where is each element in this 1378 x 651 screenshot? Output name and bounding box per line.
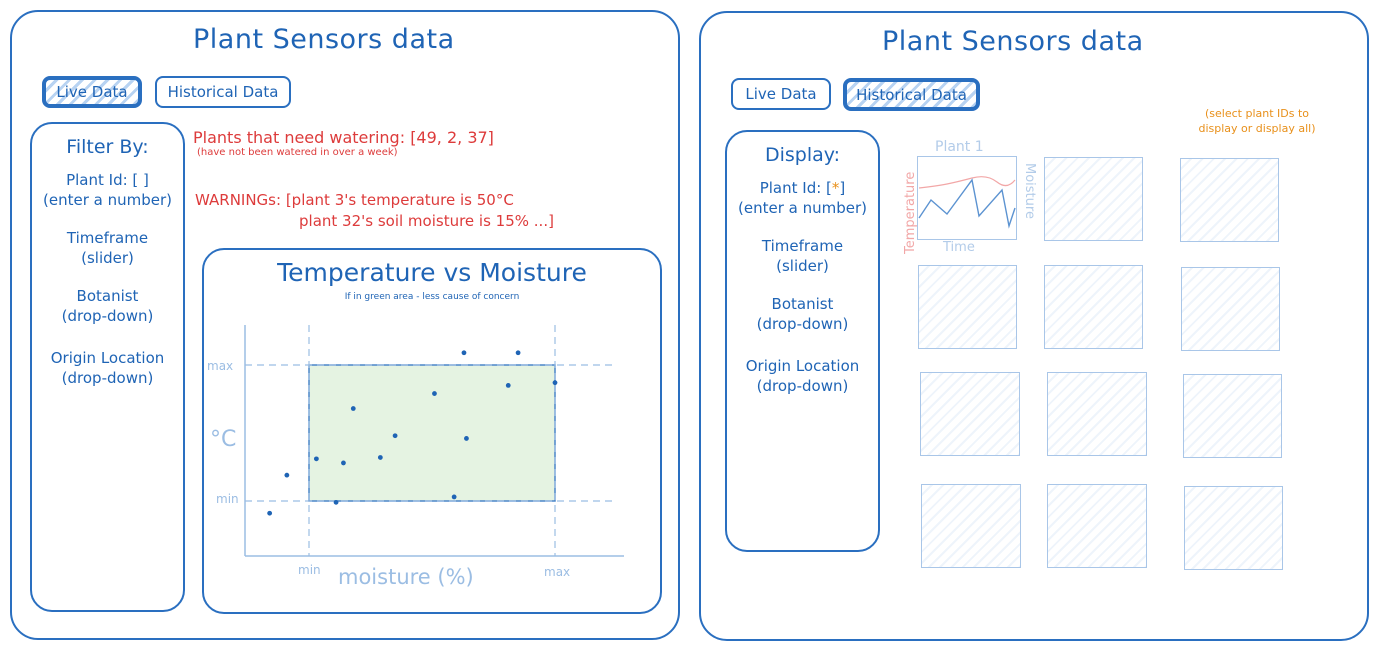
- tab-historical-data[interactable]: Historical Data: [155, 76, 291, 108]
- data-point[interactable]: [341, 460, 346, 466]
- plant-chart-thumbnail[interactable]: [1047, 484, 1147, 568]
- live-data-screen: [10, 10, 680, 640]
- plant-id-label: Plant Id: [ ]: [66, 171, 149, 189]
- selection-note: (select plant IDs to display or display …: [1182, 106, 1332, 136]
- warnings-line-2: plant 32's soil moisture is 15% ...]: [299, 212, 554, 230]
- timeframe-label-historical: Timeframe: [761, 237, 844, 255]
- timeframe-slider[interactable]: Timeframe (slider): [32, 228, 183, 268]
- timeframe-hint-historical: (slider): [776, 257, 829, 275]
- historical-data-screen: [699, 11, 1369, 641]
- y-tick-max: max: [207, 359, 233, 373]
- mini-chart-xlabel: Time: [943, 240, 975, 255]
- data-point[interactable]: [552, 380, 558, 386]
- mini-chart-title: Plant 1: [935, 139, 984, 155]
- temperature-line: [918, 176, 1016, 189]
- origin-location-dropdown[interactable]: Origin Location (drop-down): [32, 348, 183, 388]
- data-point[interactable]: [392, 433, 398, 439]
- timeframe-hint: (slider): [81, 249, 134, 267]
- y-axis-label: °C: [210, 427, 236, 452]
- data-point[interactable]: [461, 350, 467, 356]
- botanist-dropdown[interactable]: Botanist (drop-down): [32, 286, 183, 326]
- tab-live-data[interactable]: Live Data: [42, 76, 142, 108]
- plant-chart-thumbnail[interactable]: [918, 265, 1017, 349]
- page-title: Plant Sensors data: [193, 24, 455, 55]
- plant-chart-thumbnail[interactable]: [921, 484, 1021, 568]
- chart-subtitle: If in green area - less cause of concern: [344, 292, 520, 302]
- scatter-chart: max min min max °C moisture (%): [207, 325, 624, 589]
- data-point[interactable]: [451, 494, 457, 500]
- warnings-line-1: WARNINGs: [plant 3's temperature is 50°C: [195, 191, 514, 209]
- botanist-hint: (drop-down): [61, 307, 154, 325]
- data-point[interactable]: [464, 436, 469, 441]
- asterisk-icon: *: [831, 179, 840, 197]
- display-sidebar: Display: Plant Id: [*] (enter a number) …: [725, 130, 880, 552]
- plant-id-display-label: Plant Id: [*]: [759, 179, 846, 197]
- data-point[interactable]: [284, 472, 290, 478]
- x-axis-label: moisture (%): [338, 565, 474, 589]
- plant-chart-thumbnail[interactable]: [920, 372, 1020, 456]
- x-tick-min: min: [298, 563, 321, 577]
- tab-live-data-historical[interactable]: Live Data: [731, 78, 831, 110]
- filter-heading: Filter By:: [66, 136, 149, 158]
- origin-location-hint: (drop-down): [61, 369, 154, 387]
- page-title-historical: Plant Sensors data: [882, 26, 1144, 57]
- botanist-label: Botanist: [76, 287, 139, 305]
- y-tick-min: min: [216, 492, 239, 506]
- selection-note-line-2: display or display all): [1198, 122, 1316, 135]
- data-point[interactable]: [313, 456, 319, 462]
- display-heading: Display:: [764, 144, 841, 166]
- timeframe-slider-historical[interactable]: Timeframe (slider): [727, 236, 878, 276]
- data-point[interactable]: [515, 350, 521, 356]
- mini-chart-ylabel-right: Moisture: [1022, 163, 1037, 219]
- plant-id-hint: (enter a number): [43, 191, 172, 209]
- origin-location-hint-historical: (drop-down): [756, 377, 849, 395]
- data-point[interactable]: [267, 510, 273, 516]
- origin-location-label-historical: Origin Location: [745, 357, 860, 375]
- watering-alert: Plants that need watering: [49, 2, 37]: [193, 128, 494, 147]
- plant-chart-thumbnail[interactable]: [1044, 265, 1143, 349]
- chart-title: Temperature vs Moisture: [277, 258, 587, 287]
- x-tick-max: max: [544, 565, 570, 579]
- chart-card: [202, 248, 662, 614]
- tab-historical-data-active[interactable]: Historical Data: [843, 78, 980, 111]
- plant-id-filter[interactable]: Plant Id: [ ] (enter a number): [32, 170, 183, 210]
- botanist-dropdown-historical[interactable]: Botanist (drop-down): [727, 294, 878, 334]
- plant-chart-thumbnail[interactable]: [1183, 374, 1282, 458]
- data-point[interactable]: [432, 391, 437, 396]
- plant-chart-thumbnail[interactable]: [1047, 372, 1147, 456]
- plant-id-display-hint: (enter a number): [738, 199, 867, 217]
- plant-id-input[interactable]: Plant Id: [*] (enter a number): [727, 178, 878, 218]
- data-point[interactable]: [333, 499, 339, 505]
- plant-chart-thumbnail[interactable]: [1044, 157, 1143, 241]
- timeframe-label: Timeframe: [66, 229, 149, 247]
- data-point[interactable]: [350, 406, 356, 411]
- plant-chart-thumbnail[interactable]: [1180, 158, 1279, 242]
- plant-chart-thumbnail[interactable]: [1181, 267, 1280, 351]
- selection-note-line-1: (select plant IDs to: [1204, 107, 1310, 120]
- data-point[interactable]: [377, 455, 383, 460]
- mini-chart-ylabel-left: Temperature: [903, 171, 918, 254]
- plant-1-mini-chart[interactable]: [917, 156, 1017, 240]
- safe-zone: [308, 364, 556, 502]
- filter-sidebar: Filter By: Plant Id: [ ] (enter a number…: [30, 122, 185, 612]
- plant-chart-thumbnail[interactable]: [1184, 486, 1283, 570]
- data-point[interactable]: [505, 383, 511, 388]
- origin-location-dropdown-historical[interactable]: Origin Location (drop-down): [727, 356, 878, 396]
- moisture-line: [918, 178, 1016, 229]
- botanist-label-historical: Botanist: [771, 295, 834, 313]
- botanist-hint-historical: (drop-down): [756, 315, 849, 333]
- origin-location-label: Origin Location: [50, 349, 165, 367]
- watering-note: (have not been watered in over a week): [197, 147, 398, 158]
